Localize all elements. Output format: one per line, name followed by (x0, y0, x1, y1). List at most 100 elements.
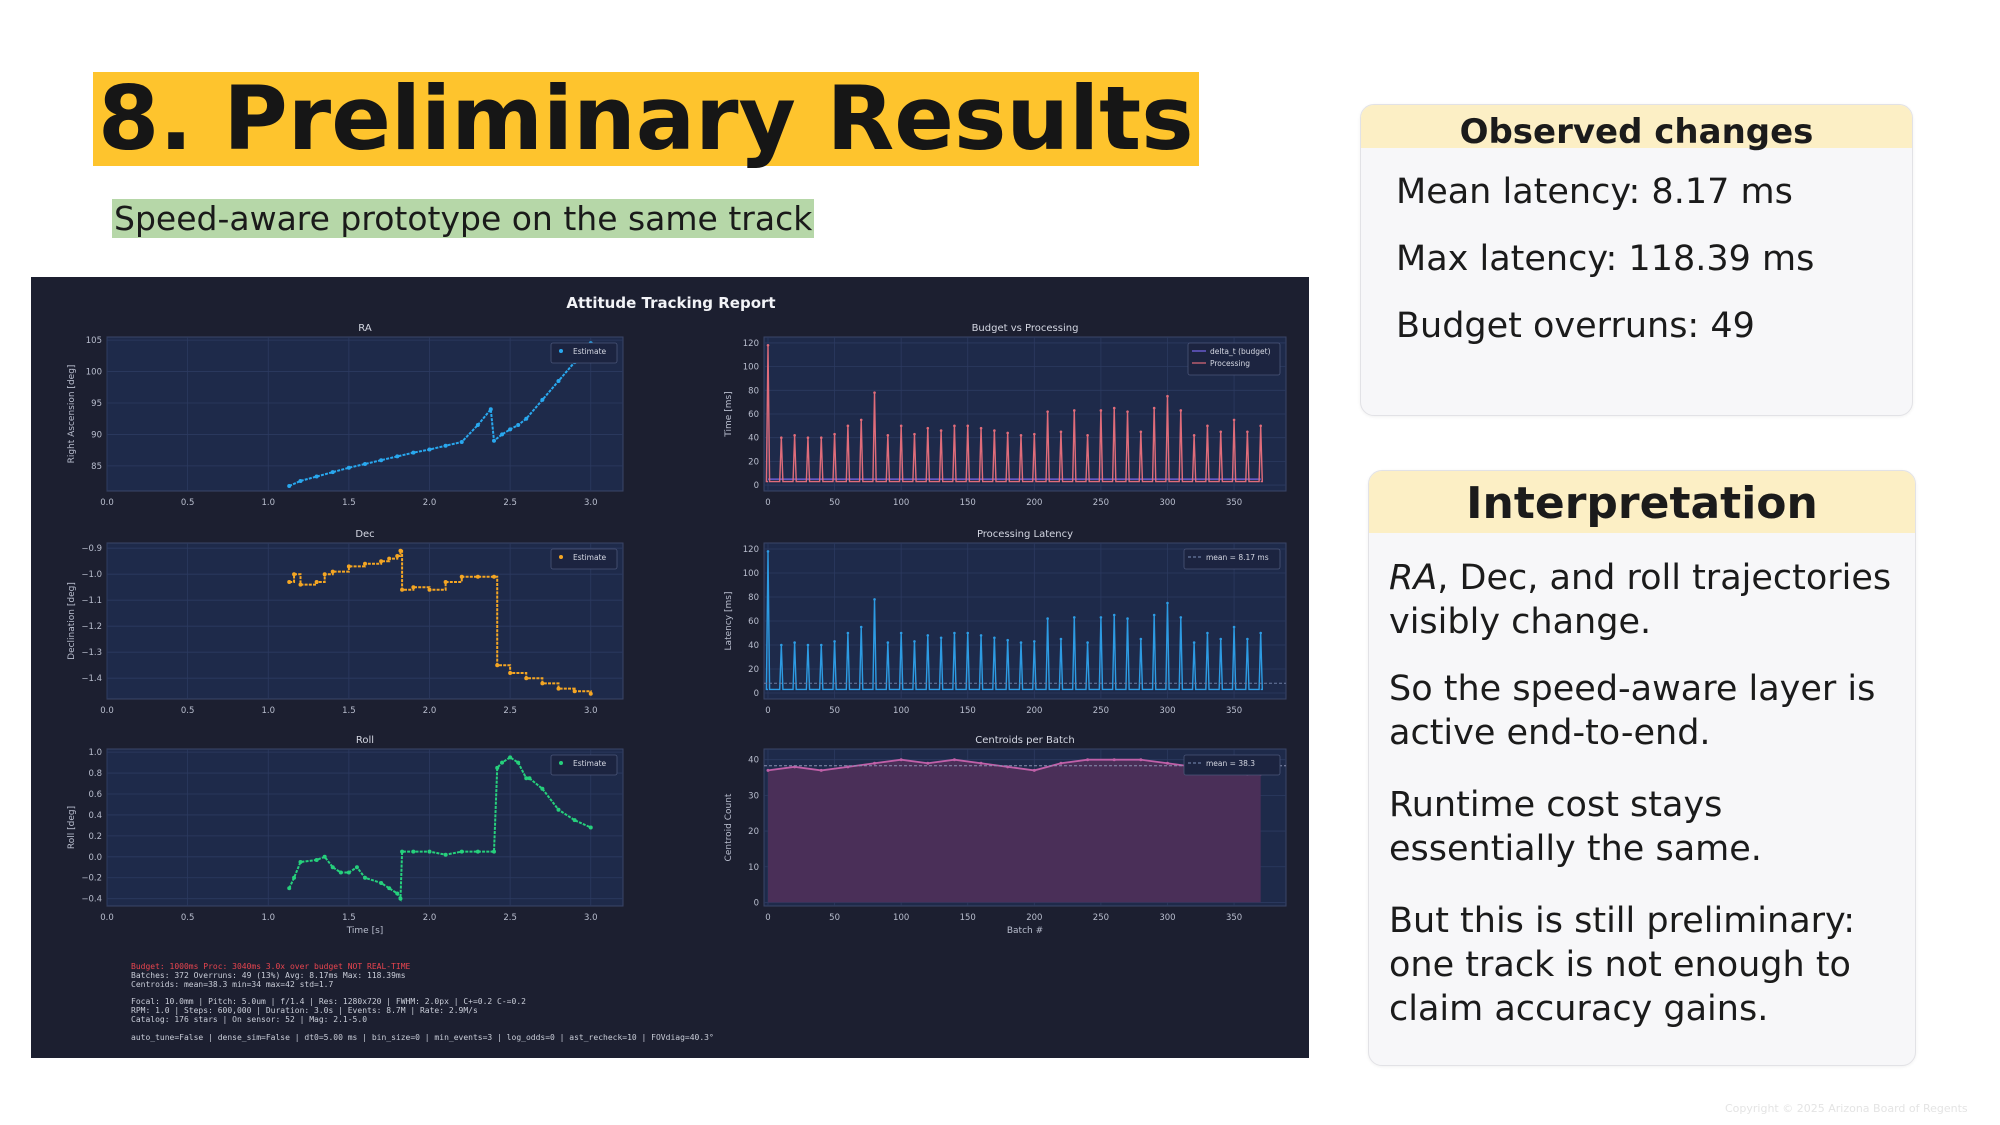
series-line (765, 551, 1264, 691)
data-point (899, 758, 903, 762)
data-point (346, 564, 351, 569)
peak-point (1126, 617, 1129, 620)
y-tick-label: 80 (748, 593, 759, 603)
legend-marker (559, 761, 563, 765)
peak-point (1206, 631, 1209, 635)
peak-point (1086, 434, 1089, 437)
peak-point (859, 625, 863, 629)
peak-point (1099, 409, 1103, 412)
peak-point (1192, 641, 1196, 644)
y-tick-label: 30 (748, 791, 759, 801)
data-point (443, 443, 448, 448)
data-point (492, 849, 496, 854)
data-point (411, 849, 416, 854)
data-point (398, 896, 403, 901)
x-tick-label: 100 (893, 498, 909, 508)
observed-item: Max latency: 118.39 ms (1396, 239, 1815, 279)
y-tick-label: 40 (748, 641, 759, 651)
data-point (314, 474, 319, 479)
x-tick-label: 200 (1026, 498, 1042, 508)
peak-point (899, 424, 903, 428)
data-point (1139, 758, 1143, 762)
y-tick-label: 0.0 (88, 853, 102, 863)
interpretation-emphasis: RA (1389, 558, 1438, 598)
data-point (475, 423, 480, 427)
peak-point (1246, 430, 1249, 434)
y-tick-label: 85 (91, 462, 102, 472)
peak-point (1232, 418, 1236, 422)
x-tick-label: 250 (1093, 706, 1109, 716)
x-tick-label: 3.0 (584, 706, 598, 716)
data-point (400, 587, 405, 592)
peak-point (806, 643, 810, 647)
x-tick-label: 50 (829, 913, 840, 923)
chart-panel-1: 0.0 0.5 1.0 1.5 2.0 2.5 3.0 85 90 95 100 105 RA Right… (67, 323, 624, 508)
legend-label: mean = 38.3 (1206, 759, 1255, 768)
peak-point (953, 631, 956, 635)
x-tick-label: 150 (960, 498, 976, 508)
data-point (540, 397, 545, 402)
interpretation-item: RA, Dec, and roll trajectories visibly c… (1389, 556, 1909, 644)
x-tick-label: 0.0 (100, 498, 114, 508)
chart-title: RA (358, 323, 372, 334)
data-point (556, 807, 561, 812)
interpretation-item: Runtime cost stays essentially the same. (1389, 783, 1909, 871)
plot-area (106, 748, 624, 907)
y-axis-label: Roll [deg] (67, 806, 77, 849)
peak-point (873, 598, 876, 601)
peak-point (979, 634, 983, 637)
peak-point (1112, 406, 1116, 410)
data-point (492, 438, 496, 443)
peak-point (1206, 424, 1209, 428)
x-tick-label: 300 (1159, 706, 1175, 716)
data-point (346, 465, 351, 470)
x-tick-label: 1.0 (261, 706, 275, 716)
y-axis-label: Time [ms] (724, 391, 734, 437)
peak-point (873, 391, 876, 394)
y-tick-label: 0.6 (88, 790, 102, 800)
y-tick-label: 100 (86, 368, 102, 378)
peak-point (1179, 616, 1183, 619)
data-point (508, 671, 513, 675)
peak-point (913, 432, 916, 436)
interpretation-heading: Interpretation (1369, 471, 1915, 533)
x-tick-label: 250 (1093, 913, 1109, 923)
data-point (354, 865, 359, 870)
legend-label: Processing (1210, 359, 1250, 368)
peak-point (1192, 434, 1196, 437)
x-axis-label: Time [s] (346, 926, 384, 936)
observed-changes-card: Observed changes Mean latency: 8.17 ms M… (1360, 104, 1913, 416)
x-tick-label: 350 (1226, 498, 1242, 508)
peak-point (926, 634, 930, 637)
data-point (488, 407, 493, 412)
peak-point (926, 426, 930, 430)
y-tick-label: −1.3 (81, 648, 102, 658)
data-point (427, 849, 432, 854)
peak-point (1259, 631, 1262, 635)
slide-subtitle: Speed-aware prototype on the same track (112, 199, 815, 238)
peak-point (1046, 617, 1049, 620)
chart-panel-6: 0 50 100 150 200 250 300 350 0 10 20 30 40 Centroids … (724, 735, 1287, 936)
data-point (500, 760, 505, 765)
data-point (330, 470, 335, 475)
chart-panel-4: 0 50 100 150 200 250 300 350 0 20 40 60 80 100 120 Proc… (724, 529, 1287, 716)
y-tick-label: 0.2 (88, 832, 102, 842)
interpretation-text: Runtime cost stays essentially the same. (1389, 785, 1762, 869)
data-point (873, 761, 877, 765)
plot-area (106, 542, 624, 700)
data-point (387, 886, 392, 891)
data-point (508, 755, 513, 760)
legend-label: Estimate (573, 553, 607, 562)
legend-box (550, 342, 618, 364)
legend-box (1183, 754, 1281, 776)
report-svg: Attitude Tracking Report 0.0 0.5 1.0 1.5 2.0… (67, 294, 1287, 1042)
chart-title: Processing Latency (977, 529, 1073, 540)
chart-title: Budget vs Processing (972, 323, 1079, 334)
x-tick-label: 50 (829, 498, 840, 508)
y-tick-label: 100 (743, 363, 759, 373)
chart-panel-3: 0.0 0.5 1.0 1.5 2.0 2.5 3.0 −0.9 −1.0 −1.1 −1.2 −1.… (67, 529, 624, 716)
footer-line: Focal: 10.0mm | Pitch: 5.0um | f/1.4 | R… (131, 997, 526, 1006)
peak-point (766, 550, 770, 553)
y-tick-label: 100 (743, 569, 759, 579)
data-point (427, 447, 432, 452)
